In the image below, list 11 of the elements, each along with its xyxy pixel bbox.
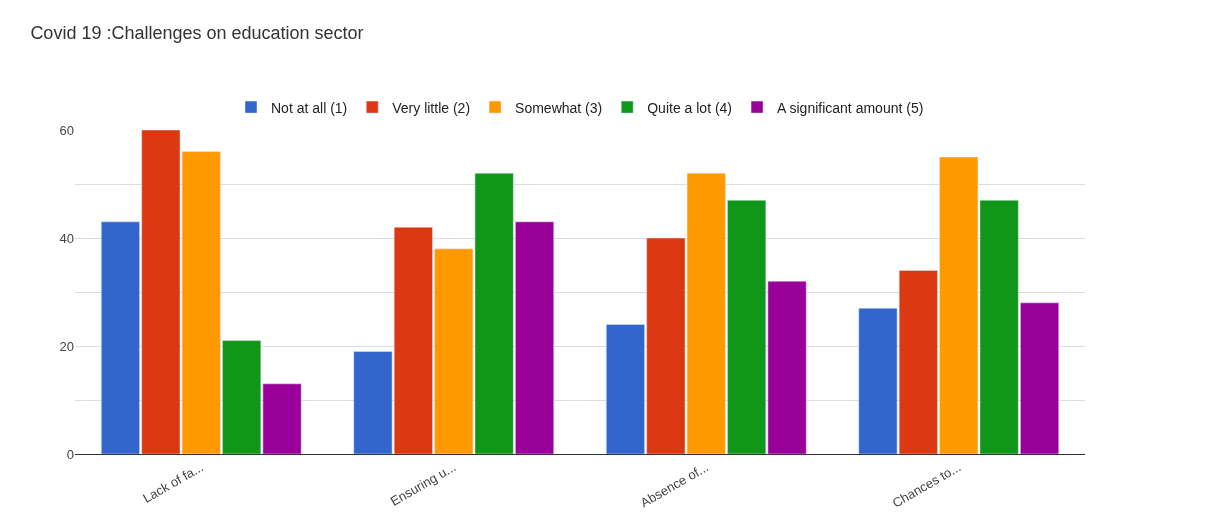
chart-title: Covid 19 :Challenges on education sector (30, 23, 364, 44)
legend-label: Not at all (1) (271, 99, 348, 116)
x-tick-label: Lack of fa... (140, 459, 206, 506)
legend-label: Quite a lot (4) (647, 99, 733, 116)
legend-label: A significant amount (5) (777, 99, 924, 116)
legend-label: Very little (2) (392, 99, 471, 116)
y-tick-label: 0 (66, 446, 74, 462)
y-tick-label: 20 (59, 338, 74, 354)
legend-label: Somewhat (3) (515, 99, 603, 116)
y-tick-label: 60 (59, 122, 74, 138)
y-tick-label: 40 (59, 230, 74, 246)
